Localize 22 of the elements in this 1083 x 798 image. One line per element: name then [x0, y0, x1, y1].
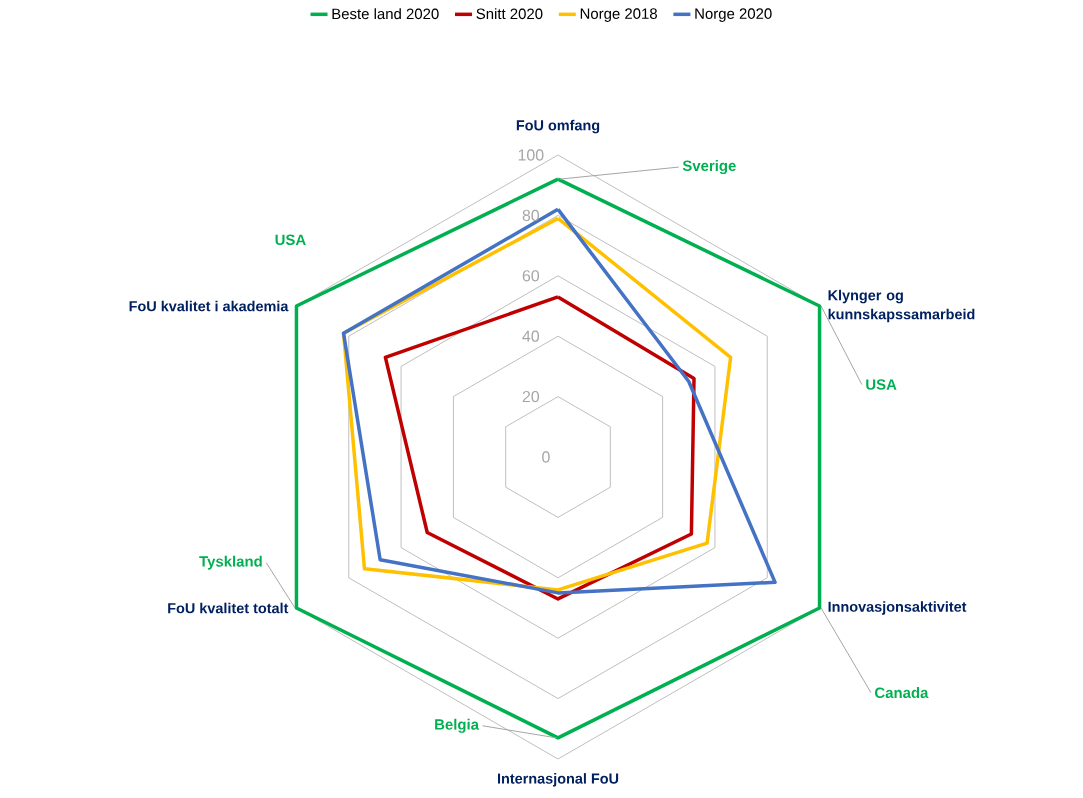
y-tick-label: 20: [522, 390, 540, 403]
text: Tyskland: [199, 555, 262, 570]
text: USA: [866, 379, 897, 390]
spoke-label: Innovasjonsaktivitet: [828, 601, 967, 615]
spoke-label: Internasjonal FoU: [497, 773, 619, 787]
spoke-label: FoU omfang: [516, 119, 600, 134]
text: Belgia: [435, 718, 480, 733]
spoke-label: FoU kvalitet i akademia: [129, 300, 289, 312]
legend-label: Beste land 2020: [332, 8, 439, 20]
y-tick-label: 60: [522, 270, 540, 282]
y-tick-label: 80: [522, 209, 540, 222]
text: USA: [275, 234, 306, 246]
spoke-label: FoU kvalitet totalt: [168, 602, 289, 614]
legend-label: Norge 2018: [580, 8, 657, 22]
legend-label: Snitt 2020: [476, 8, 543, 20]
text: Canada: [875, 687, 929, 699]
y-tick-label: 100: [518, 149, 544, 161]
spoke-label: Klynger og kunnskapssamarbeid: [828, 289, 975, 323]
y-tick-label: 0: [542, 451, 550, 463]
text: Sverige: [682, 160, 736, 175]
y-tick-label: 40: [522, 330, 540, 342]
legend-label: Norge 2020: [695, 8, 772, 22]
